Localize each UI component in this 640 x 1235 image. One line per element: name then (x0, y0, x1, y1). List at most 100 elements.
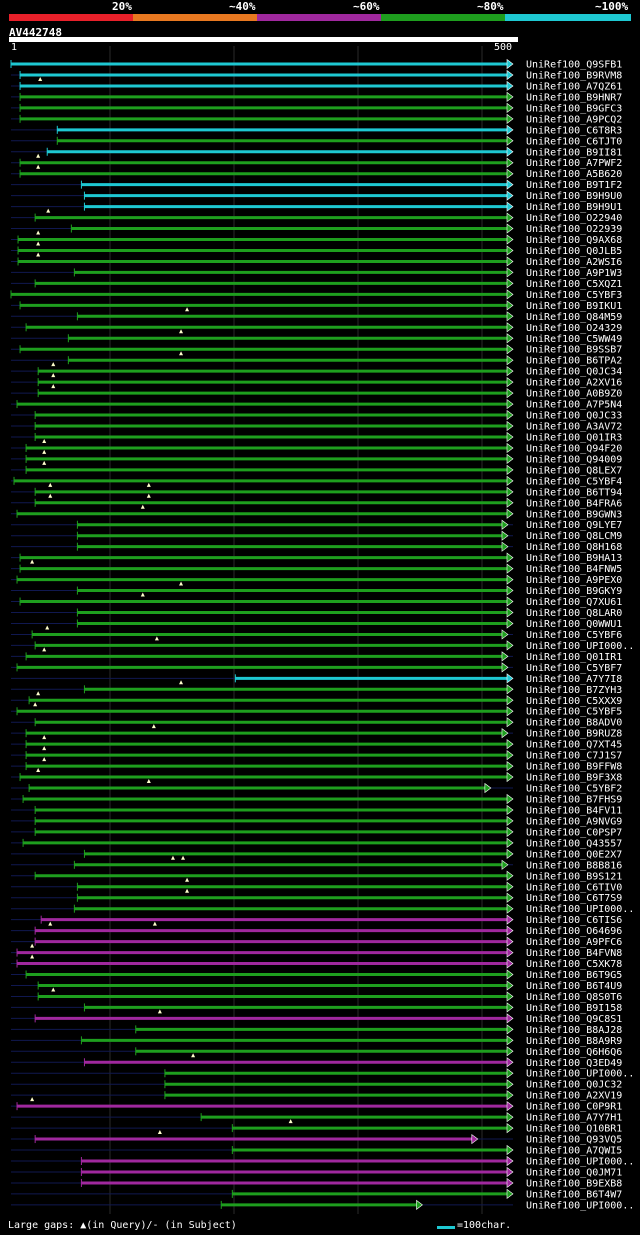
hit-label[interactable]: UniRef100_A7Y7H1 (526, 1113, 622, 1124)
hit-label[interactable]: UniRef100_C6T7S9 (526, 893, 622, 904)
hit-label[interactable]: UniRef100_Q9AX68 (526, 235, 622, 246)
hit-label[interactable]: UniRef100_C5XK78 (526, 959, 622, 970)
hit-label[interactable]: UniRef100_Q0WWU1 (526, 619, 622, 630)
hit-label[interactable]: UniRef100_C5YBF3 (526, 290, 622, 301)
hit-label[interactable]: UniRef100_A0B9Z0 (526, 389, 622, 400)
hit-label[interactable]: UniRef100_O22939 (526, 224, 622, 235)
hit-label[interactable]: UniRef100_B7FHS9 (526, 794, 622, 805)
hit-label[interactable]: UniRef100_O22940 (526, 213, 622, 224)
hit-label[interactable]: UniRef100_A2XV16 (526, 378, 622, 389)
hit-label[interactable]: UniRef100_B9GFC3 (526, 103, 622, 114)
hit-label[interactable]: UniRef100_A2XV19 (526, 1091, 622, 1102)
hit-label[interactable]: UniRef100_A9P1W3 (526, 268, 622, 279)
hit-label[interactable]: UniRef100_Q01IR3 (526, 432, 622, 443)
hit-label[interactable]: UniRef100_Q0JM71 (526, 1167, 622, 1178)
hit-label[interactable]: UniRef100_Q01IR1 (526, 652, 622, 663)
hit-label[interactable]: UniRef100_Q0JC32 (526, 1080, 622, 1091)
hit-label[interactable]: UniRef100_Q3ED49 (526, 1058, 622, 1069)
hit-label[interactable]: UniRef100_C0P9R1 (526, 1102, 622, 1113)
hit-label[interactable]: UniRef100_Q9SFB1 (526, 60, 622, 71)
hit-label[interactable]: UniRef100_Q6H6Q6 (526, 1047, 622, 1058)
hit-label[interactable]: UniRef100_Q9LYE7 (526, 520, 622, 531)
hit-label[interactable]: UniRef100_Q0JC33 (526, 411, 622, 422)
hit-label[interactable]: UniRef100_C6T8R3 (526, 125, 622, 136)
hit-label[interactable]: UniRef100_B9GKY9 (526, 586, 622, 597)
hit-label[interactable]: UniRef100_B8ADV0 (526, 718, 622, 729)
hit-label[interactable]: UniRef100_Q93VQ5 (526, 1135, 622, 1146)
hit-label[interactable]: UniRef100_A9PFC6 (526, 937, 622, 948)
hit-label[interactable]: UniRef100_B9H9U1 (526, 202, 622, 213)
hit-label[interactable]: UniRef100_A7Y7I8 (526, 674, 622, 685)
hit-label[interactable]: UniRef100_B9H9U0 (526, 191, 622, 202)
hit-label[interactable]: UniRef100_A9PCQ2 (526, 114, 622, 125)
hit-label[interactable]: UniRef100_O24329 (526, 323, 622, 334)
hit-label[interactable]: UniRef100_Q8S0T6 (526, 992, 622, 1003)
hit-label[interactable]: UniRef100_C5YBF5 (526, 707, 622, 718)
hit-label[interactable]: UniRef100_UPI000.. (526, 1157, 634, 1168)
hit-label[interactable]: UniRef100_B9RUZ8 (526, 729, 622, 740)
hit-label[interactable]: UniRef100_B9S121 (526, 871, 622, 882)
hit-label[interactable]: UniRef100_Q8LCM9 (526, 531, 622, 542)
hit-label[interactable]: UniRef100_Q7XT45 (526, 740, 622, 751)
hit-label[interactable]: UniRef100_B6T4W7 (526, 1189, 622, 1200)
hit-label[interactable]: UniRef100_O64696 (526, 926, 622, 937)
hit-label[interactable]: UniRef100_B9I158 (526, 1003, 622, 1014)
hit-label[interactable]: UniRef100_A9PEX0 (526, 575, 622, 586)
hit-label[interactable]: UniRef100_B6T9G5 (526, 970, 622, 981)
hit-label[interactable]: UniRef100_C5YBF4 (526, 476, 622, 487)
hit-label[interactable]: UniRef100_B6TT94 (526, 487, 622, 498)
hit-label[interactable]: UniRef100_B9HNR7 (526, 92, 622, 103)
hit-label[interactable]: UniRef100_A3AV72 (526, 422, 622, 433)
hit-label[interactable]: UniRef100_A7P5N4 (526, 400, 622, 411)
hit-label[interactable]: UniRef100_C0PSP7 (526, 827, 622, 838)
hit-label[interactable]: UniRef100_C5WW49 (526, 334, 622, 345)
hit-label[interactable]: UniRef100_C5XXX9 (526, 696, 622, 707)
hit-label[interactable]: UniRef100_C7J1S7 (526, 751, 622, 762)
hit-label[interactable]: UniRef100_B9GWN3 (526, 509, 622, 520)
hit-label[interactable]: UniRef100_B8B816 (526, 860, 622, 871)
hit-label[interactable]: UniRef100_Q84M59 (526, 312, 622, 323)
hit-label[interactable]: UniRef100_B8A9R9 (526, 1036, 622, 1047)
hit-label[interactable]: UniRef100_Q8H168 (526, 542, 622, 553)
hit-label[interactable]: UniRef100_B9HA13 (526, 553, 622, 564)
hit-label[interactable]: UniRef100_C5YBF7 (526, 663, 622, 674)
hit-label[interactable]: UniRef100_B9IKU1 (526, 301, 622, 312)
hit-label[interactable]: UniRef100_B4FVN8 (526, 948, 622, 959)
hit-label[interactable]: UniRef100_Q7XU61 (526, 597, 622, 608)
hit-label[interactable]: UniRef100_B4FV11 (526, 805, 622, 816)
hit-label[interactable]: UniRef100_B9SSB7 (526, 345, 622, 356)
hit-label[interactable]: UniRef100_Q94F20 (526, 443, 622, 454)
hit-label[interactable]: UniRef100_Q0JC34 (526, 367, 622, 378)
hit-label[interactable]: UniRef100_C5YBF6 (526, 630, 622, 641)
hit-label[interactable]: UniRef100_Q0JLB5 (526, 246, 622, 257)
hit-label[interactable]: UniRef100_B9T1F2 (526, 180, 622, 191)
hit-label[interactable]: UniRef100_Q10BR1 (526, 1124, 622, 1135)
hit-label[interactable]: UniRef100_B7ZYH3 (526, 685, 622, 696)
hit-label[interactable]: UniRef100_Q0E2X7 (526, 849, 622, 860)
hit-label[interactable]: UniRef100_A7PWF2 (526, 158, 622, 169)
hit-label[interactable]: UniRef100_B9II81 (526, 147, 622, 158)
hit-label[interactable]: UniRef100_B4FNW5 (526, 564, 622, 575)
hit-label[interactable]: UniRef100_B9F3X8 (526, 773, 622, 784)
hit-label[interactable]: UniRef100_B4FRA6 (526, 498, 622, 509)
hit-label[interactable]: UniRef100_B6TPA2 (526, 356, 622, 367)
hit-label[interactable]: UniRef100_C6TJT0 (526, 136, 622, 147)
hit-label[interactable]: UniRef100_C6TIV0 (526, 882, 622, 893)
hit-label[interactable]: UniRef100_A2WSI6 (526, 257, 622, 268)
hit-label[interactable]: UniRef100_UPI000.. (526, 641, 634, 652)
hit-label[interactable]: UniRef100_B9FFW8 (526, 762, 622, 773)
hit-label[interactable]: UniRef100_Q43557 (526, 838, 622, 849)
hit-label[interactable]: UniRef100_UPI000.. (526, 1200, 634, 1211)
hit-label[interactable]: UniRef100_C6TIS6 (526, 915, 622, 926)
hit-label[interactable]: UniRef100_UPI000.. (526, 1069, 634, 1080)
hit-label[interactable]: UniRef100_Q8LAR0 (526, 608, 622, 619)
hit-label[interactable]: UniRef100_UPI000.. (526, 904, 634, 915)
hit-label[interactable]: UniRef100_B9EXB8 (526, 1178, 622, 1189)
hit-label[interactable]: UniRef100_B9RVM8 (526, 70, 622, 81)
hit-label[interactable]: UniRef100_B6T4U9 (526, 981, 622, 992)
hit-label[interactable]: UniRef100_A5B620 (526, 169, 622, 180)
hit-label[interactable]: UniRef100_C5XQZ1 (526, 279, 622, 290)
hit-label[interactable]: UniRef100_Q9C8S1 (526, 1014, 622, 1025)
hit-label[interactable]: UniRef100_Q94009 (526, 454, 622, 465)
hit-label[interactable]: UniRef100_B8AJ28 (526, 1025, 622, 1036)
